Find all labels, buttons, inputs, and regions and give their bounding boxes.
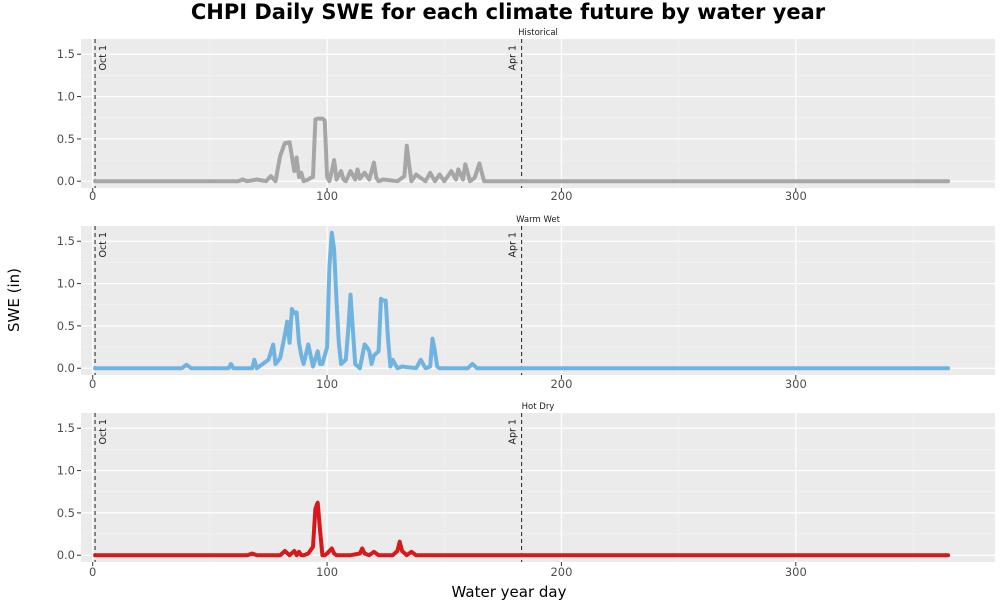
panel-background [81,413,995,562]
reference-line-label: Apr 1 [508,419,519,445]
y-tick-label: 0.5 [57,319,75,333]
x-tick-label: 200 [550,189,572,203]
panel-hot-dry: Hot Dry 0.0 0.5 1.0 1.5 0 100 200 300 Oct 1 Apr 1 [57,402,995,579]
y-tick-label: 0.0 [57,361,75,375]
series-line [93,230,951,371]
reference-line-label: Apr 1 [508,45,519,71]
panel-strip-title: Hot Dry [522,402,555,412]
series-line [93,116,951,184]
panel-background [81,39,995,188]
x-tick-label: 300 [785,189,807,203]
x-tick-label: 100 [316,189,338,203]
y-tick-label: 1.0 [57,90,75,104]
x-tick-label: 0 [89,189,96,203]
y-tick-label: 0.5 [57,506,75,520]
panel-warm-wet: Warm Wet 0.0 0.5 1.0 1.5 0 100 200 300 Oct 1 Apr 1 [57,215,995,391]
y-tick-label: 0.0 [57,548,75,562]
y-tick-label: 1.5 [57,421,75,435]
chart-title: CHPI Daily SWE for each climate future b… [191,0,826,24]
x-tick-label: 300 [785,377,807,391]
x-tick-label: 200 [550,565,572,579]
reference-line-label: Oct 1 [98,232,109,258]
x-tick-label: 100 [316,565,338,579]
reference-line-label: Apr 1 [508,232,519,258]
panel-historical: Historical 0.0 0.5 1.0 1.5 0 100 200 300 Oct 1 Apr… [57,28,995,203]
x-tick-label: 200 [550,377,572,391]
panel-background [81,226,995,375]
y-tick-label: 1.5 [57,234,75,248]
y-axis-label: SWE (in) [5,268,23,332]
reference-line-label: Oct 1 [98,419,109,445]
x-axis-label: Water year day [452,583,567,600]
y-tick-label: 0.0 [57,174,75,188]
y-tick-label: 0.5 [57,132,75,146]
x-tick-label: 0 [89,565,96,579]
y-tick-label: 1.0 [57,277,75,291]
y-tick-label: 1.0 [57,464,75,478]
panel-strip-title: Warm Wet [516,215,561,225]
y-tick-label: 1.5 [57,47,75,61]
x-tick-label: 100 [316,377,338,391]
x-tick-label: 300 [785,565,807,579]
series-line [93,500,951,558]
panels-layer: Historical 0.0 0.5 1.0 1.5 0 100 200 300 Oct 1 Apr… [57,28,995,579]
x-tick-label: 0 [89,377,96,391]
reference-line-label: Oct 1 [98,45,109,71]
panel-strip-title: Historical [518,28,558,38]
